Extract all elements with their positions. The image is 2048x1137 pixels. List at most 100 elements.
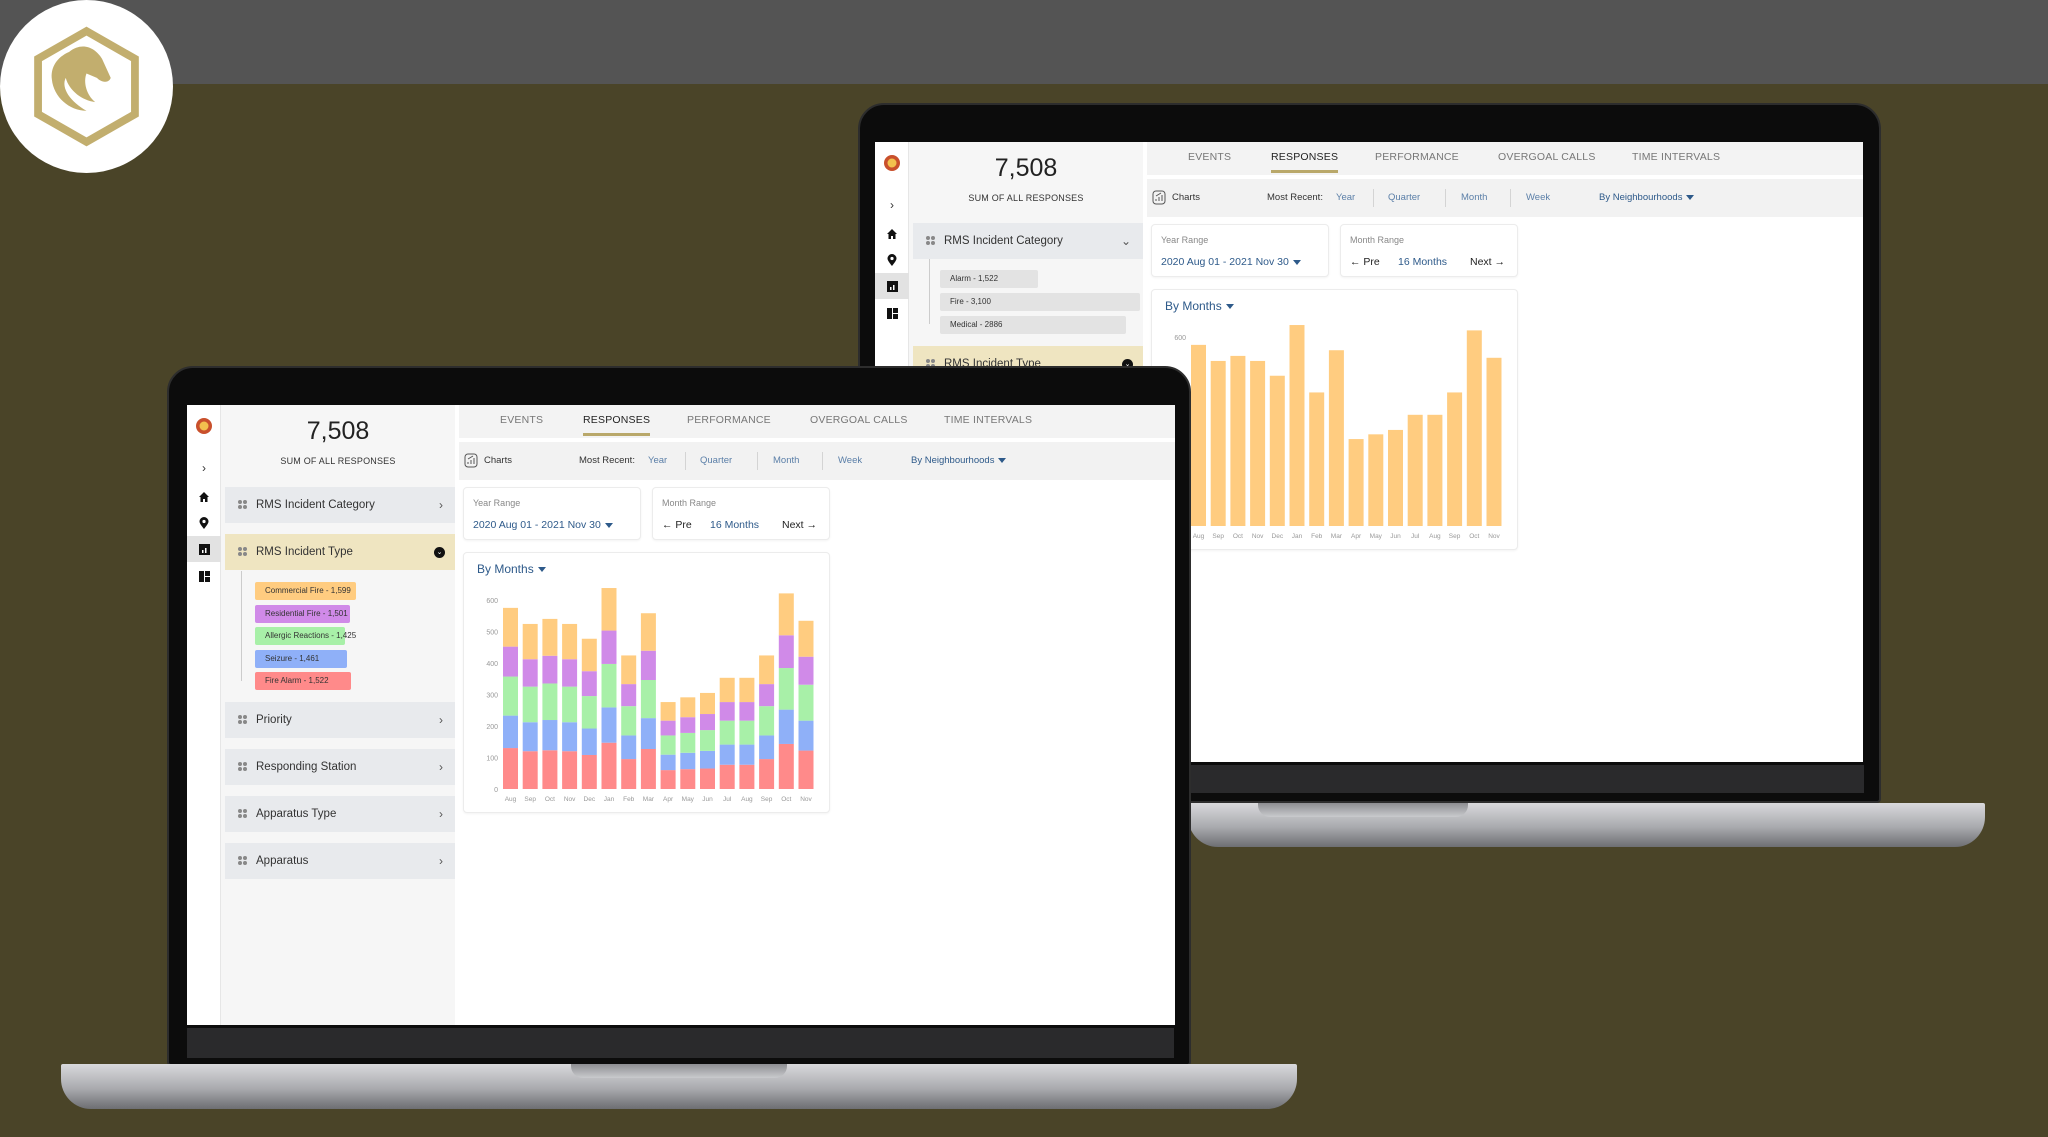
category-item-fire[interactable]: Fire - 3,100 <box>940 293 1140 311</box>
x-tick-label: Nov <box>800 796 812 803</box>
main-content: EVENTS RESPONSES PERFORMANCE OVERGOAL CA… <box>1143 142 1863 762</box>
location-pin-icon[interactable] <box>187 510 221 536</box>
bar-segment <box>601 742 617 789</box>
x-tick-label: Jun <box>702 796 713 803</box>
bar-segment <box>522 751 538 789</box>
next-button[interactable]: Next → <box>1470 256 1506 268</box>
by-months-dropdown[interactable]: By Months <box>1165 299 1234 313</box>
period-year[interactable]: Year <box>648 455 668 466</box>
y-tick-label: 500 <box>486 630 498 637</box>
home-icon[interactable] <box>187 484 221 510</box>
year-range-dropdown[interactable]: 2020 Aug 01 - 2021 Nov 30 <box>1161 256 1301 268</box>
sidebar-item-responding-station[interactable]: Responding Station › <box>225 749 455 785</box>
by-months-dropdown[interactable]: By Months <box>477 562 546 576</box>
period-quarter[interactable]: Quarter <box>700 455 733 466</box>
sidebar-item-rms-incident-category[interactable]: RMS Incident Category ⌄ <box>913 223 1143 259</box>
bar-segment <box>759 759 775 789</box>
collapse-icon[interactable]: ⌄ <box>434 546 445 558</box>
period-year[interactable]: Year <box>1336 192 1356 203</box>
x-tick-label: Jan <box>604 796 615 803</box>
bar <box>1210 360 1226 526</box>
sidebar-item-rms-incident-type[interactable]: RMS Incident Type ⌄ <box>225 534 455 570</box>
bar-segment <box>581 671 597 697</box>
bar-segment <box>542 655 558 684</box>
incident-type-seizure[interactable]: Seizure - 1,461 <box>255 650 348 668</box>
sidebar-item-apparatus-type[interactable]: Apparatus Type › <box>225 796 455 832</box>
neighbourhood-dropdown[interactable]: By Neighbourhoods <box>1599 192 1695 203</box>
prev-button[interactable]: ← Pre <box>662 519 692 531</box>
x-tick-label: Sep <box>761 796 773 803</box>
period-quarter[interactable]: Quarter <box>1388 192 1421 203</box>
bar-segment <box>680 717 696 733</box>
front-laptop-base <box>61 1064 1297 1109</box>
bar-segment <box>739 677 755 703</box>
location-pin-icon[interactable] <box>875 247 909 273</box>
month-range-card: Month Range ← Pre 16 Months Next → <box>1340 224 1518 277</box>
bar-segment <box>778 593 794 636</box>
bar <box>1348 439 1364 526</box>
x-tick-label: Mar <box>643 796 655 803</box>
bar-segment <box>739 702 755 721</box>
bar-segment <box>700 692 715 715</box>
bar-segment <box>798 720 814 751</box>
total-responses-label: SUM OF ALL RESPONSES <box>968 193 1084 203</box>
group-icon <box>238 715 247 724</box>
chevron-right-icon: › <box>439 760 443 774</box>
back-laptop-base <box>1188 803 1985 847</box>
neighbourhood-dropdown[interactable]: By Neighbourhoods <box>911 455 1007 466</box>
x-tick-label: Oct <box>1233 533 1243 540</box>
next-button[interactable]: Next → <box>782 519 818 531</box>
chart-icon[interactable] <box>875 273 909 299</box>
incident-type-residential-fire[interactable]: Residential Fire - 1,501 <box>255 605 350 623</box>
bar-segment <box>503 646 518 677</box>
year-range-dropdown[interactable]: 2020 Aug 01 - 2021 Nov 30 <box>473 519 613 531</box>
bar-segment <box>700 768 715 789</box>
tab-performance[interactable]: PERFORMANCE <box>687 414 771 426</box>
bar-segment <box>601 588 617 631</box>
bar-segment <box>562 659 578 687</box>
tab-overgoal-calls[interactable]: OVERGOAL CALLS <box>1498 151 1596 163</box>
incident-type-allergic-reactions[interactable]: Allergic Reactions - 1,425 <box>255 627 356 645</box>
dashboard-icon[interactable] <box>187 563 221 589</box>
expand-chevron-icon[interactable]: › <box>890 198 894 212</box>
bar-segment <box>700 750 715 769</box>
tab-performance[interactable]: PERFORMANCE <box>1375 151 1459 163</box>
month-range-card: Month Range ← Pre 16 Months Next → <box>652 487 830 540</box>
tab-responses[interactable]: RESPONSES <box>1271 151 1339 173</box>
tab-events[interactable]: EVENTS <box>500 414 544 426</box>
incident-type-commercial-fire[interactable]: Commercial Fire - 1,599 <box>255 582 356 600</box>
period-week[interactable]: Week <box>838 455 863 466</box>
tab-time-intervals[interactable]: TIME INTERVALS <box>1632 151 1721 163</box>
bar-segment <box>640 613 656 651</box>
expand-chevron-icon[interactable]: › <box>202 461 206 475</box>
x-tick-label: Oct <box>1469 533 1479 540</box>
home-icon[interactable] <box>875 221 909 247</box>
y-tick-label: 0 <box>494 787 498 794</box>
category-item-medical[interactable]: Medical - 2886 <box>940 316 1127 334</box>
period-month[interactable]: Month <box>773 455 800 466</box>
category-item-alarm[interactable]: Alarm - 1,522 <box>940 270 1039 288</box>
sidebar-item-rms-incident-category[interactable]: RMS Incident Category › <box>225 487 455 523</box>
tab-responses[interactable]: RESPONSES <box>583 414 651 436</box>
tab-overgoal-calls[interactable]: OVERGOAL CALLS <box>810 414 908 426</box>
period-month[interactable]: Month <box>1461 192 1488 203</box>
chevron-right-icon: › <box>439 498 443 512</box>
chart-icon[interactable] <box>187 536 221 562</box>
x-tick-label: Jan <box>1292 533 1303 540</box>
x-tick-label: Sep <box>524 796 536 803</box>
prev-button[interactable]: ← Pre <box>1350 256 1380 268</box>
sidebar-item-priority[interactable]: Priority › <box>225 702 455 738</box>
bar-segment <box>601 663 617 708</box>
dashboard-icon[interactable] <box>875 300 909 326</box>
group-icon <box>238 500 247 509</box>
x-tick-label: Jul <box>723 796 732 803</box>
period-week[interactable]: Week <box>1526 192 1551 203</box>
bar-segment <box>719 720 735 745</box>
incident-type-fire-alarm[interactable]: Fire Alarm - 1,522 <box>255 672 352 690</box>
sidebar-item-apparatus[interactable]: Apparatus › <box>225 843 455 879</box>
bar-segment <box>621 655 637 685</box>
front-laptop-screen: › 7,508 SUM OF ALL RESPONSES RMS Inciden… <box>187 405 1175 1025</box>
bar-segment <box>522 722 538 752</box>
tab-time-intervals[interactable]: TIME INTERVALS <box>944 414 1033 426</box>
tab-events[interactable]: EVENTS <box>1188 151 1232 163</box>
